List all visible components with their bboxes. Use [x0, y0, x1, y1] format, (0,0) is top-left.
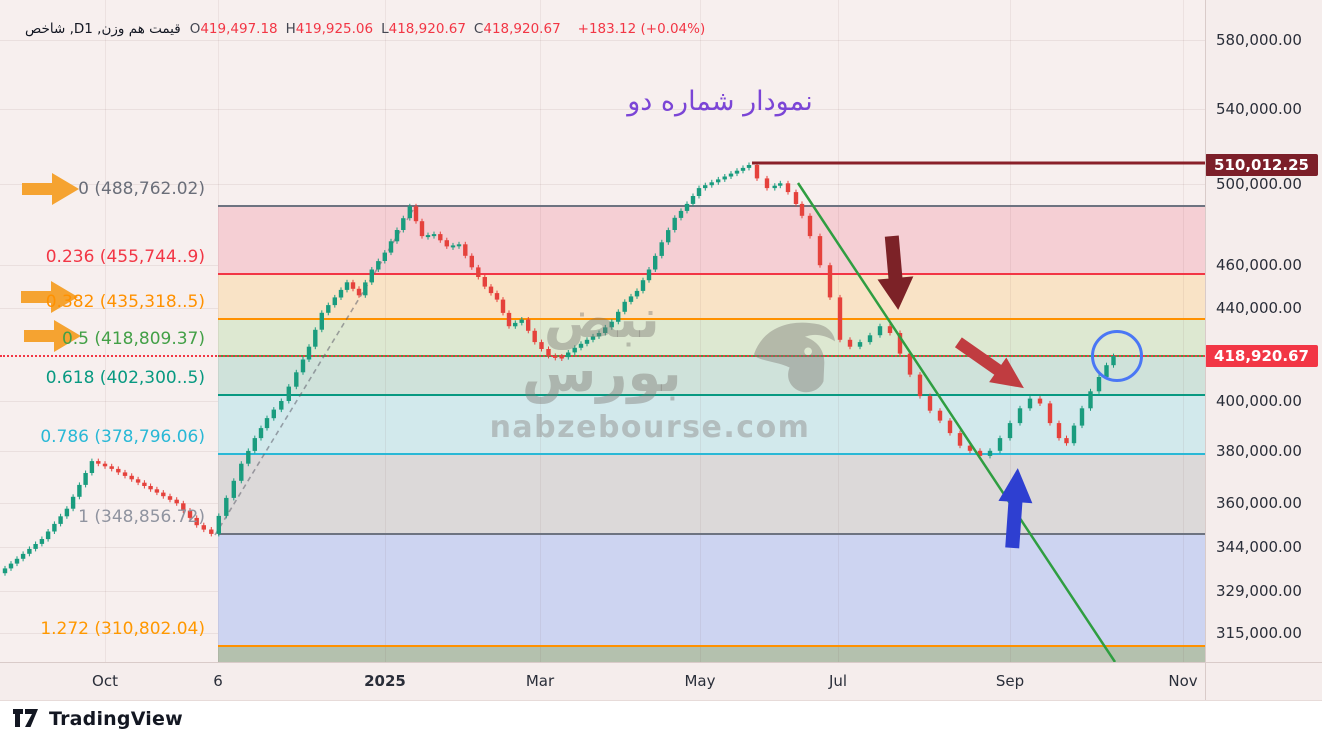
time-tick-label: Jul — [828, 672, 848, 690]
current-price-dotted-line — [0, 355, 1205, 357]
ohlc-item: L418,920.67 — [381, 21, 466, 37]
fib-line-0.786[interactable] — [218, 452, 1205, 455]
ohlc-item: C418,920.67 — [473, 21, 561, 37]
fib-line-0.618[interactable] — [218, 394, 1205, 397]
gridline-vertical — [105, 0, 106, 662]
fib-label-1.272[interactable]: 1.272 (310,802.04) — [40, 619, 205, 639]
price-tick-label: 580,000.00 — [1216, 31, 1302, 49]
time-tick-label: 6 — [213, 672, 223, 690]
time-tick-label: Oct — [92, 672, 118, 690]
chart-annotation-title[interactable]: نمودار شماره دو — [627, 86, 813, 117]
time-tick-label: 2025 — [364, 672, 406, 690]
time-tick-label: Sep — [995, 672, 1025, 690]
axis-separator-horizontal — [0, 662, 1322, 663]
change-value: +183.12 (+0.04%) — [577, 21, 706, 37]
fib-label-0.382[interactable]: 0.382 (435,318..5) — [45, 292, 205, 312]
symbol-title[interactable]: شاخص ,Dقیمت هم وزن, 1 — [25, 21, 181, 37]
fib-label-0.786[interactable]: 0.786 (378,796.06) — [40, 427, 205, 447]
ohlc-item: H419,925.06 — [285, 21, 374, 37]
price-tick-label: 440,000.00 — [1216, 299, 1302, 317]
ohlc-item: O419,497.18 — [189, 21, 278, 37]
price-tick-label: 360,000.00 — [1216, 494, 1302, 512]
fib-line-0.236[interactable] — [218, 273, 1205, 276]
fib-label-0[interactable]: 0 (488,762.02) — [78, 179, 205, 199]
symbol-legend: شاخص ,Dقیمت هم وزن, 1 O419,497.18 H419,92… — [25, 21, 705, 37]
fib-band-0 — [218, 206, 1205, 275]
price-tick-label: 344,000.00 — [1216, 538, 1302, 556]
fib-line-0.382[interactable] — [218, 317, 1205, 320]
gridline-vertical — [700, 0, 701, 662]
footer-separator — [0, 700, 1322, 701]
price-tick-label: 329,000.00 — [1216, 582, 1302, 600]
gridline-vertical — [540, 0, 541, 662]
price-tick-label: 460,000.00 — [1216, 256, 1302, 274]
fib-line-1.272[interactable] — [218, 645, 1205, 648]
gridline-horizontal — [0, 109, 1205, 110]
fib-label-1[interactable]: 1 (348,856.72) — [78, 507, 205, 527]
ohlc-values: O419,497.18 H419,925.06 L418,920.67 C418,92… — [190, 21, 569, 37]
price-tick-label: 500,000.00 — [1216, 175, 1302, 193]
tradingview-brand-text[interactable]: TradingView — [49, 708, 183, 730]
blue-highlight-circle[interactable] — [1091, 330, 1143, 382]
price-tick-label: 540,000.00 — [1216, 100, 1302, 118]
gridline-horizontal — [0, 40, 1205, 41]
fib-line-1[interactable] — [218, 532, 1205, 535]
fib-band-0.618 — [218, 395, 1205, 454]
gridline-vertical — [1010, 0, 1011, 662]
tradingview-logo-icon[interactable] — [13, 708, 40, 730]
price-badge: 510,012.25 — [1205, 154, 1318, 176]
fib-band-1.272 — [218, 646, 1205, 662]
gridline-vertical — [218, 0, 219, 662]
footer-bar: TradingView — [0, 701, 1322, 745]
fib-band-0.5 — [218, 356, 1205, 396]
price-tick-label: 315,000.00 — [1216, 624, 1302, 642]
axis-separator-vertical — [1205, 0, 1206, 700]
time-tick-label: Mar — [525, 672, 555, 690]
price-badge: 418,920.67 — [1205, 345, 1318, 367]
time-tick-label: Nov — [1168, 672, 1198, 690]
fib-band-0.382 — [218, 318, 1205, 357]
fib-label-0.236[interactable]: 0.236 (455,744..9) — [45, 247, 205, 267]
time-tick-label: May — [684, 672, 716, 690]
gridline-vertical — [1183, 0, 1184, 662]
price-tick-label: 400,000.00 — [1216, 392, 1302, 410]
gridline-vertical — [385, 0, 386, 662]
gridline-horizontal — [0, 184, 1205, 185]
time-axis[interactable] — [0, 662, 1205, 700]
price-tick-label: 380,000.00 — [1216, 442, 1302, 460]
fib-line-0[interactable] — [218, 205, 1205, 208]
fib-band-1 — [218, 533, 1205, 647]
fib-band-0.786 — [218, 453, 1205, 534]
fib-label-0.5[interactable]: 0.5 (418,809.37) — [61, 329, 205, 349]
fib-label-0.618[interactable]: 0.618 (402,300..5) — [45, 368, 205, 388]
fib-band-0.236 — [218, 274, 1205, 319]
